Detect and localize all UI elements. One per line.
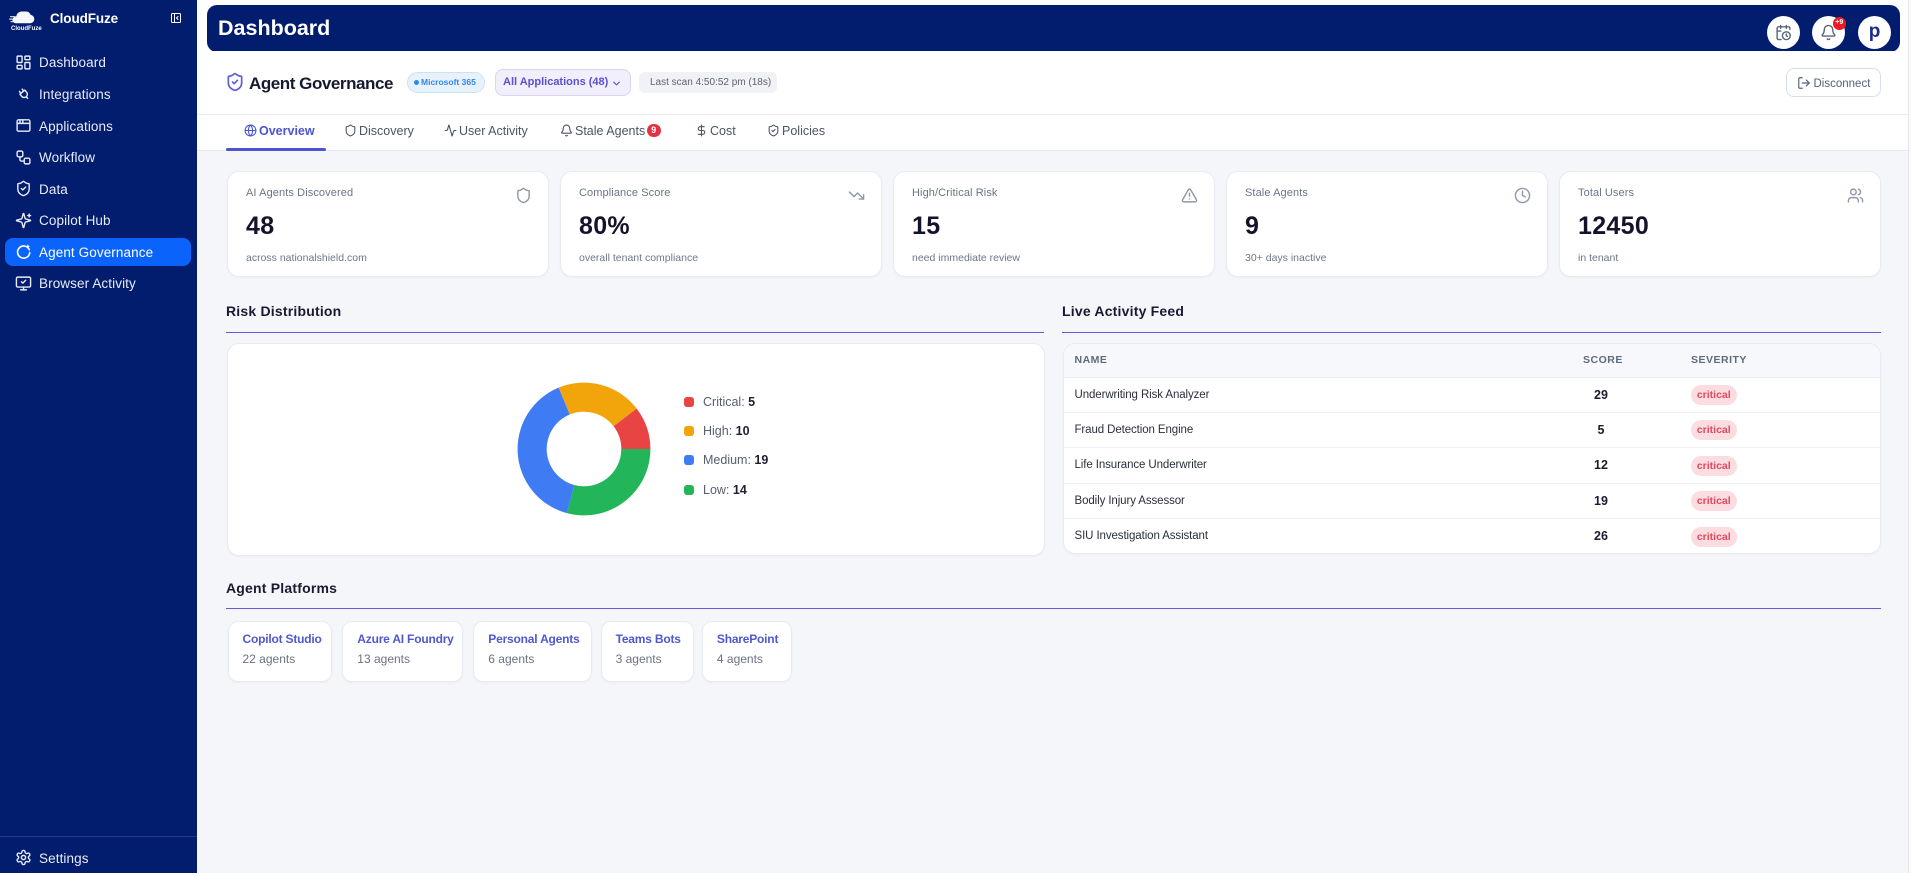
svg-text:CloudFuze: CloudFuze — [11, 26, 42, 32]
